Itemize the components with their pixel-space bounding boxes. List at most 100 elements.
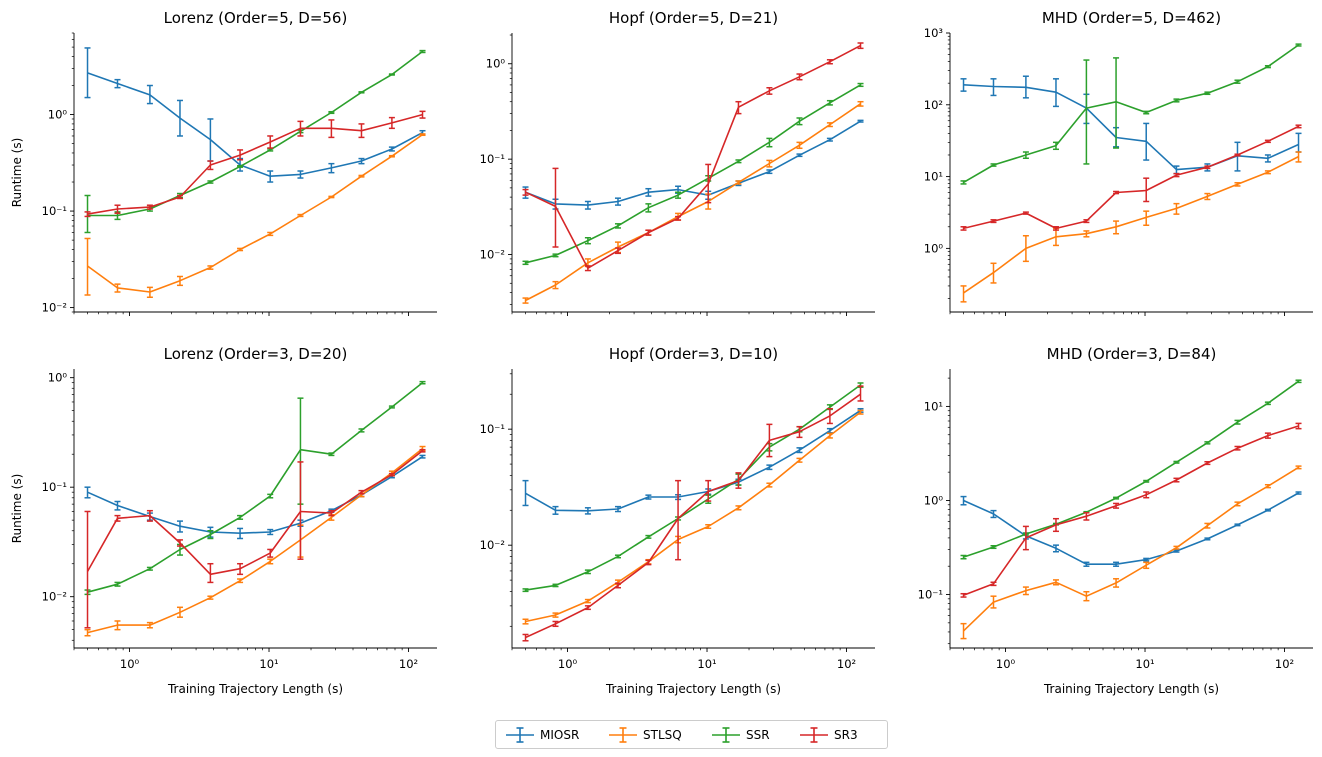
errorbar-sr3 <box>267 135 274 149</box>
series-ssr <box>84 49 426 234</box>
errorbar-miosr <box>960 495 967 506</box>
errorbar-stlsq <box>1295 465 1302 470</box>
errorbar-miosr <box>146 84 153 105</box>
errorbar-ssr <box>735 159 742 164</box>
errorbar-stlsq <box>735 180 742 185</box>
series-line-stlsq <box>87 447 423 634</box>
y-tick-label: 10⁰ <box>924 241 944 255</box>
errorbar-stlsq <box>705 524 712 529</box>
subplot-2: Hopf (Order=5, D=21) 10⁻² 10⁻¹ 10⁰ <box>480 9 875 316</box>
errorbar-miosr <box>1143 557 1150 562</box>
series-ssr <box>960 379 1302 560</box>
errorbar-ssr <box>207 180 214 184</box>
series-line-stlsq <box>962 466 1299 632</box>
errorbar-stlsq <box>388 154 395 158</box>
errorbar-miosr <box>1113 561 1120 567</box>
series-line-ssr <box>963 380 1299 558</box>
errorbar-miosr <box>796 447 803 454</box>
errorbar-ssr <box>522 260 529 266</box>
errorbar-sr3 <box>522 633 529 642</box>
errorbar-miosr <box>84 486 91 499</box>
errorbar-ssr <box>1234 79 1241 84</box>
x-tick-label: 10² <box>837 657 856 671</box>
errorbar-miosr <box>826 427 833 434</box>
errorbar-ssr <box>1204 441 1211 445</box>
errorbar-sr3 <box>297 461 304 560</box>
y-tick-label: 10³ <box>924 26 944 40</box>
series-line-stlsq <box>525 103 861 302</box>
errorbar-miosr <box>990 509 997 519</box>
subplot-title: Lorenz (Order=5, D=56) <box>164 9 348 27</box>
x-axis-label: Training Trajectory Length (s) <box>1043 682 1219 696</box>
errorbar-sr3 <box>1295 124 1302 129</box>
errorbar-stlsq <box>114 620 121 631</box>
errorbar-stlsq <box>960 285 967 303</box>
errorbar-sr3 <box>960 592 967 598</box>
series-ssr <box>522 382 864 593</box>
errorbar-miosr <box>766 464 773 471</box>
errorbar-ssr <box>1113 57 1120 149</box>
errorbar-ssr <box>1295 379 1302 384</box>
errorbar-miosr <box>766 169 773 175</box>
series-line-stlsq <box>963 155 1299 294</box>
subplot-4: Lorenz (Order=3, D=20) Runtime (s) Trainin… <box>10 345 437 696</box>
errorbar-ssr <box>1173 98 1180 103</box>
x-tick-label: 10⁰ <box>996 657 1016 671</box>
errorbar-ssr <box>388 73 395 76</box>
legend-label-ssr: SSR <box>746 727 770 742</box>
errorbar-ssr <box>328 110 335 115</box>
errorbar-sr3 <box>328 119 335 139</box>
errorbar-ssr <box>552 583 559 588</box>
errorbar-sr3 <box>1083 512 1090 521</box>
errorbar-stlsq <box>1173 202 1180 215</box>
errorbar-ssr <box>857 82 864 88</box>
errorbar-stlsq <box>358 174 365 178</box>
errorbar-sr3 <box>84 510 91 629</box>
series-sr3 <box>960 124 1302 231</box>
errorbar-stlsq <box>237 578 244 584</box>
errorbar-miosr <box>990 78 997 97</box>
series-line-ssr <box>525 84 861 264</box>
errorbar-sr3 <box>358 123 365 139</box>
errorbar-miosr <box>358 157 365 165</box>
errorbar-stlsq <box>766 159 773 168</box>
legend-item-miosr: MIOSR <box>506 721 579 748</box>
errorbar-sr3 <box>1052 226 1059 231</box>
errorbar-sr3 <box>237 562 244 576</box>
subplot-title: Hopf (Order=5, D=21) <box>609 9 778 27</box>
errorbar-sr3 <box>1234 153 1241 157</box>
subplot-1: Lorenz (Order=5, D=56) Runtime (s) 10⁻² 10⁻… <box>10 9 437 316</box>
errorbar-miosr <box>176 520 183 533</box>
subplot-3: MHD (Order=5, D=462) 10⁰ 10¹ 10² 10³ <box>924 9 1313 316</box>
y-tick-label: 10⁰ <box>48 371 68 385</box>
errorbar-sr3 <box>1234 445 1241 451</box>
errorbar-sr3 <box>796 425 803 439</box>
errorbar-miosr <box>1264 508 1271 512</box>
errorbar-ssr <box>552 253 559 258</box>
errorbar-ssr <box>1204 91 1211 96</box>
errorbar-stlsq <box>207 265 214 270</box>
series-line-stlsq <box>87 133 423 293</box>
y-axis-label: Runtime (s) <box>10 474 24 544</box>
errorbar-sr3 <box>1052 517 1059 533</box>
errorbar-ssr <box>614 223 621 229</box>
errorbar-miosr <box>114 78 121 89</box>
errorbar-stlsq <box>1264 170 1271 175</box>
legend-swatch-sr3 <box>800 726 828 743</box>
series-miosr <box>84 47 426 183</box>
errorbar-miosr <box>645 494 652 500</box>
errorbar-miosr <box>1234 141 1241 172</box>
errorbar-sr3 <box>388 116 395 130</box>
y-tick-label: 10⁻¹ <box>480 422 505 436</box>
errorbar-sr3 <box>645 559 652 566</box>
errorbar-sr3 <box>114 514 121 522</box>
errorbar-sr3 <box>735 100 742 115</box>
y-tick-label: 10¹ <box>924 170 943 184</box>
errorbar-sr3 <box>176 539 183 547</box>
errorbar-stlsq <box>766 482 773 488</box>
series-line-sr3 <box>963 425 1299 597</box>
subplot-title: MHD (Order=5, D=462) <box>1042 9 1221 27</box>
series-line-ssr <box>87 50 423 217</box>
series-line-miosr <box>963 492 1299 566</box>
errorbar-ssr <box>237 164 244 168</box>
